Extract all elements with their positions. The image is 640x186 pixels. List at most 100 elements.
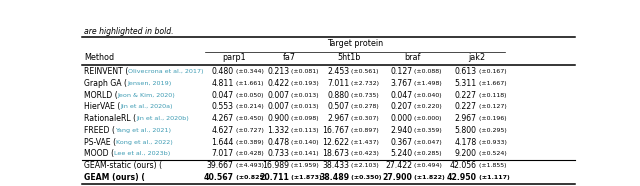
Text: 27.900: 27.900 — [383, 173, 412, 182]
Text: (±1.498): (±1.498) — [412, 81, 442, 86]
Text: 42.056: 42.056 — [450, 161, 477, 170]
Text: (±1.855): (±1.855) — [477, 163, 506, 168]
Text: FREED (: FREED ( — [84, 126, 115, 135]
Text: Olivecrona et al., 2017): Olivecrona et al., 2017) — [129, 69, 204, 74]
Text: (±0.140): (±0.140) — [289, 140, 319, 145]
Text: 0.900: 0.900 — [268, 114, 289, 123]
Text: 39.667: 39.667 — [207, 161, 234, 170]
Text: 0.207: 0.207 — [390, 102, 412, 111]
Text: HierVAE (: HierVAE ( — [84, 102, 120, 111]
Text: 0.047: 0.047 — [212, 91, 234, 100]
Text: 0.000: 0.000 — [390, 114, 412, 123]
Text: (±0.013): (±0.013) — [289, 93, 319, 98]
Text: braf: braf — [404, 53, 420, 62]
Text: 1.644: 1.644 — [211, 138, 234, 147]
Text: 0.422: 0.422 — [267, 79, 289, 88]
Text: Jin et al., 2020a): Jin et al., 2020a) — [120, 105, 173, 110]
Text: (±0.494): (±0.494) — [412, 163, 442, 168]
Text: (±0.047): (±0.047) — [412, 140, 442, 145]
Text: 5.240: 5.240 — [390, 149, 412, 158]
Text: MOOD (: MOOD ( — [84, 149, 114, 158]
Text: 5.800: 5.800 — [455, 126, 477, 135]
Text: 0.127: 0.127 — [390, 67, 412, 76]
Text: (±0.214): (±0.214) — [234, 105, 264, 110]
Text: (±0.423): (±0.423) — [349, 151, 380, 156]
Text: Method: Method — [84, 53, 114, 62]
Text: 0.880: 0.880 — [327, 91, 349, 100]
Text: 1.332: 1.332 — [267, 126, 289, 135]
Text: 0.553: 0.553 — [212, 102, 234, 111]
Text: 2.940: 2.940 — [390, 126, 412, 135]
Text: 16.989: 16.989 — [262, 161, 289, 170]
Text: Jeon & Kim, 2020): Jeon & Kim, 2020) — [118, 93, 175, 98]
Text: 16.767: 16.767 — [323, 126, 349, 135]
Text: (±0.350): (±0.350) — [349, 175, 382, 180]
Text: (±0.524): (±0.524) — [477, 151, 506, 156]
Text: (±1.667): (±1.667) — [477, 81, 506, 86]
Text: (±0.359): (±0.359) — [412, 128, 442, 133]
Text: 0.007: 0.007 — [268, 102, 289, 111]
Text: (±1.437): (±1.437) — [349, 140, 380, 145]
Text: (±1.661): (±1.661) — [234, 81, 263, 86]
Text: (±0.735): (±0.735) — [349, 93, 379, 98]
Text: (±0.285): (±0.285) — [412, 151, 442, 156]
Text: Jensen, 2019): Jensen, 2019) — [127, 81, 172, 86]
Text: RationaleRL (: RationaleRL ( — [84, 114, 136, 123]
Text: (±1.822): (±1.822) — [412, 175, 445, 180]
Text: 18.673: 18.673 — [323, 149, 349, 158]
Text: (±0.118): (±0.118) — [477, 93, 506, 98]
Text: (±0.113): (±0.113) — [289, 128, 319, 133]
Text: (±0.127): (±0.127) — [477, 105, 506, 110]
Text: 27.422: 27.422 — [385, 161, 412, 170]
Text: 5.311: 5.311 — [454, 79, 477, 88]
Text: (±0.450): (±0.450) — [234, 116, 264, 121]
Text: (±2.732): (±2.732) — [349, 81, 380, 86]
Text: (±0.000): (±0.000) — [412, 116, 442, 121]
Text: (±0.050): (±0.050) — [234, 93, 263, 98]
Text: fa7: fa7 — [283, 53, 296, 62]
Text: Graph GA (: Graph GA ( — [84, 79, 127, 88]
Text: (±0.193): (±0.193) — [289, 81, 319, 86]
Text: (±1.959): (±1.959) — [289, 163, 319, 168]
Text: 5ht1b: 5ht1b — [338, 53, 361, 62]
Text: 2.967: 2.967 — [327, 114, 349, 123]
Text: (±0.307): (±0.307) — [349, 116, 379, 121]
Text: Jin et al., 2020b): Jin et al., 2020b) — [136, 116, 189, 121]
Text: 7.017: 7.017 — [212, 149, 234, 158]
Text: (±0.040): (±0.040) — [412, 93, 442, 98]
Text: (±4.493): (±4.493) — [234, 163, 264, 168]
Text: are highlighted in bold.: are highlighted in bold. — [84, 27, 173, 36]
Text: 4.178: 4.178 — [454, 138, 477, 147]
Text: (±0.013): (±0.013) — [289, 105, 319, 110]
Text: 12.622: 12.622 — [323, 138, 349, 147]
Text: 0.480: 0.480 — [212, 67, 234, 76]
Text: (±0.428): (±0.428) — [234, 151, 264, 156]
Text: GEAM-static (ours) (: GEAM-static (ours) ( — [84, 161, 162, 170]
Text: (±2.103): (±2.103) — [349, 163, 379, 168]
Text: 2.967: 2.967 — [455, 114, 477, 123]
Text: (±0.561): (±0.561) — [349, 69, 379, 74]
Text: 0.227: 0.227 — [455, 102, 477, 111]
Text: jak2: jak2 — [468, 53, 485, 62]
Text: Yang et al., 2021): Yang et al., 2021) — [115, 128, 171, 133]
Text: (±0.098): (±0.098) — [289, 116, 319, 121]
Text: GEAM (ours) (: GEAM (ours) ( — [84, 173, 145, 182]
Text: 3.767: 3.767 — [390, 79, 412, 88]
Text: 0.733: 0.733 — [268, 149, 289, 158]
Text: 2.453: 2.453 — [327, 67, 349, 76]
Text: 0.227: 0.227 — [455, 91, 477, 100]
Text: (±0.278): (±0.278) — [349, 105, 379, 110]
Text: MORLD (: MORLD ( — [84, 91, 118, 100]
Text: 0.367: 0.367 — [390, 138, 412, 147]
Text: 0.613: 0.613 — [454, 67, 477, 76]
Text: 38.433: 38.433 — [323, 161, 349, 170]
Text: Kong et al., 2022): Kong et al., 2022) — [116, 140, 173, 145]
Text: 0.507: 0.507 — [327, 102, 349, 111]
Text: parp1: parp1 — [222, 53, 246, 62]
Text: Lee et al., 2023b): Lee et al., 2023b) — [114, 151, 170, 156]
Text: (±0.167): (±0.167) — [477, 69, 506, 74]
Text: REINVENT (: REINVENT ( — [84, 67, 129, 76]
Text: 0.047: 0.047 — [390, 91, 412, 100]
Text: Target protein: Target protein — [327, 39, 383, 48]
Text: (±0.141): (±0.141) — [289, 151, 319, 156]
